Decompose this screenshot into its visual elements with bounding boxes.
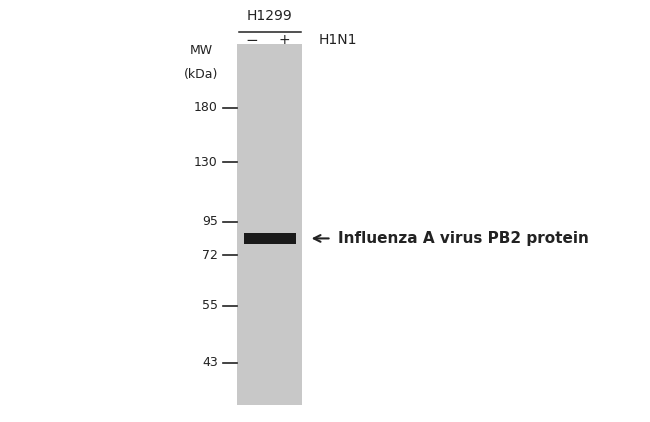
Text: H1N1: H1N1 xyxy=(318,33,357,47)
Bar xyxy=(244,234,296,243)
Bar xyxy=(237,44,302,405)
Text: 55: 55 xyxy=(202,300,218,312)
Bar xyxy=(244,234,296,243)
Text: −: − xyxy=(245,32,258,48)
Bar xyxy=(244,233,296,244)
Bar xyxy=(244,235,296,242)
Bar xyxy=(244,235,296,242)
Text: 180: 180 xyxy=(194,101,218,114)
Bar xyxy=(244,234,296,243)
Text: 95: 95 xyxy=(202,215,218,228)
Text: (kDa): (kDa) xyxy=(185,68,218,81)
Bar xyxy=(244,234,296,243)
Text: Influenza A virus PB2 protein: Influenza A virus PB2 protein xyxy=(338,231,589,246)
Text: +: + xyxy=(278,33,290,47)
Text: 72: 72 xyxy=(202,249,218,262)
Bar xyxy=(244,233,296,244)
Text: 43: 43 xyxy=(202,357,218,369)
Text: MW: MW xyxy=(190,44,213,57)
Text: 130: 130 xyxy=(194,156,218,169)
Text: H1299: H1299 xyxy=(247,9,292,23)
Bar xyxy=(244,233,296,244)
